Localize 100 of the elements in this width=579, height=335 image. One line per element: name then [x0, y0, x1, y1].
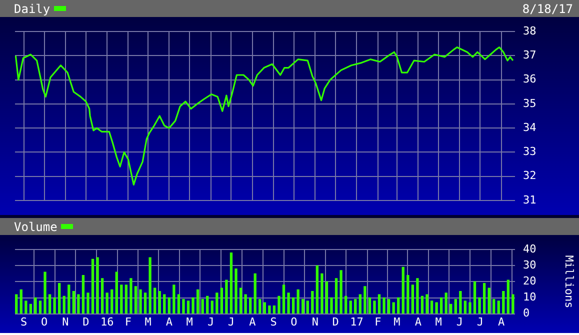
bar [387, 299, 390, 314]
bar [306, 300, 309, 314]
bar [258, 299, 262, 314]
bar [196, 289, 200, 314]
bar [48, 294, 52, 314]
bar [392, 302, 395, 314]
bar [268, 305, 271, 314]
bar [440, 297, 443, 314]
bar [53, 297, 56, 314]
bar [426, 294, 428, 314]
bar [478, 297, 481, 314]
bar [354, 299, 357, 314]
bar [287, 292, 290, 314]
bar [450, 304, 452, 314]
x-tick-label: J [228, 315, 235, 328]
bar [20, 289, 22, 314]
bar [106, 292, 108, 314]
x-tick-label: A [166, 315, 173, 328]
bar [225, 280, 228, 314]
bar [378, 294, 381, 314]
x-tick-label: M [186, 315, 194, 328]
bar [334, 278, 338, 314]
bar [34, 297, 37, 314]
bar [177, 294, 180, 314]
bar [182, 299, 185, 314]
bar [430, 300, 434, 314]
y-tick-label: 34 [523, 120, 537, 134]
x-tick-label: J [476, 315, 484, 328]
bar [134, 286, 138, 314]
bar [230, 252, 233, 314]
bar [254, 273, 256, 314]
bar [144, 292, 147, 314]
bar [397, 297, 400, 314]
bar [86, 292, 90, 314]
x-tick-label: O [290, 315, 298, 328]
x-tick-label: O [41, 315, 48, 328]
x-tick-label: A [498, 315, 506, 328]
bar [459, 291, 462, 314]
bar [492, 299, 496, 314]
legend-label: Volume [14, 220, 58, 234]
x-tick-label: A [249, 315, 256, 328]
bar [325, 281, 328, 314]
y-tick-label: 33 [523, 145, 536, 158]
bar [72, 291, 75, 314]
bar [172, 284, 176, 314]
bar [120, 284, 123, 314]
bar [91, 258, 94, 314]
bar [148, 257, 152, 314]
x-tick-label: F [374, 315, 382, 328]
x-tick-label: M [144, 315, 152, 328]
bar [464, 300, 467, 314]
bar [110, 289, 114, 314]
bar [416, 278, 419, 314]
bar [263, 302, 266, 314]
x-tick-label: A [414, 315, 422, 328]
bar [82, 274, 85, 314]
bar [68, 284, 70, 314]
bar [411, 284, 414, 314]
bar [38, 300, 42, 314]
bar [77, 294, 80, 314]
bar [158, 291, 161, 314]
bar [344, 296, 348, 314]
y-axis-title: Millions [562, 255, 576, 308]
y-tick-label: 30 [523, 258, 536, 272]
bar [130, 278, 132, 314]
bar [44, 272, 46, 314]
bar [15, 294, 18, 314]
y-tick-label: 37 [523, 48, 536, 62]
bar [282, 284, 286, 314]
bar [154, 288, 156, 314]
bar [62, 296, 66, 314]
bar [364, 286, 366, 314]
bar [402, 266, 404, 314]
x-tick-label: D [332, 315, 339, 328]
bar [316, 265, 319, 314]
bar [320, 273, 324, 314]
bar [139, 289, 142, 314]
bar [473, 281, 476, 314]
bar [115, 272, 118, 314]
x-tick-label: 17 [350, 315, 364, 328]
bar [368, 297, 372, 314]
legend-label: Daily [14, 2, 50, 16]
bar [272, 305, 276, 314]
bar [206, 296, 209, 314]
bar [58, 282, 61, 314]
bar [444, 292, 448, 314]
y-tick-label: 0 [523, 306, 530, 320]
y-tick-label: 31 [523, 193, 536, 206]
y-tick-label: 20 [523, 274, 536, 288]
bar [163, 294, 166, 314]
bar [239, 288, 242, 314]
bar [382, 297, 386, 314]
bar [349, 300, 352, 314]
bar [302, 299, 304, 314]
y-tick-label: 38 [523, 24, 536, 38]
y-tick-label: 40 [523, 242, 536, 256]
bar [186, 300, 190, 314]
bar [124, 284, 128, 314]
x-tick-label: F [124, 315, 132, 328]
y-tick-label: 32 [523, 169, 536, 182]
